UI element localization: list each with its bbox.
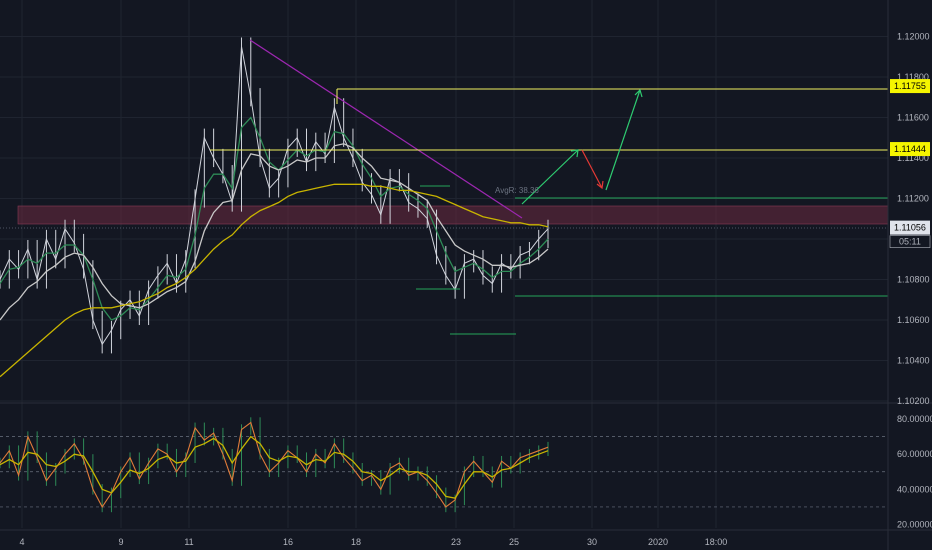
price-series-line [0, 46, 549, 346]
projection-arrow-up-1-head [570, 149, 579, 158]
osc-tick-label: 60.00000 [897, 449, 932, 459]
price-tags: 1.11755 1.11444 1.11056 05:11 [889, 79, 931, 248]
time-tick-label: 25 [509, 537, 519, 547]
ma-yellow-line [0, 183, 549, 378]
projection-arrow-up-1 [521, 149, 579, 205]
time-tick-label: 16 [283, 537, 293, 547]
oscillator-pane [0, 417, 549, 513]
projection-arrow-up-2 [605, 89, 641, 191]
price-tick-label: 1.12000 [897, 31, 930, 41]
time-tick-label: 9 [118, 537, 123, 547]
price-pane [0, 37, 549, 378]
price-tick-label: 1.10800 [897, 274, 930, 284]
price-tag-label: 1.11444 [894, 144, 926, 154]
osc-tick-label: 20.00000 [897, 519, 932, 529]
axes: 1.12000 1.11800 1.11600 1.11400 1.11200 1.110… [19, 31, 932, 547]
time-tick-label: 30 [587, 537, 597, 547]
price-tag-label: 1.11755 [894, 81, 926, 91]
projection-arrow-up-2-head [634, 88, 643, 98]
faint-annotation: AvgR: 38.36 [495, 186, 539, 195]
time-tick-label: 11 [184, 537, 193, 547]
osc-tick-label: 80.00000 [897, 414, 932, 424]
countdown-box [889, 235, 931, 248]
time-tick-label: 18:00 [705, 537, 728, 547]
price-tick-label: 1.11800 [897, 72, 929, 82]
resistance-zone [17, 205, 889, 225]
price-tick-label: 1.10600 [897, 315, 930, 325]
price-tag-label: 1.11056 [894, 223, 926, 233]
projection-arrow-down-head [596, 180, 604, 190]
projection-arrow-down [581, 149, 603, 189]
price-tick-label: 1.11600 [897, 112, 929, 122]
price-tick-label: 1.11200 [897, 193, 929, 203]
ema-fast-line [0, 116, 549, 321]
price-tag-box [890, 142, 930, 157]
price-tag-box [890, 79, 930, 94]
ma-white-line [0, 143, 549, 321]
time-tick-label: 4 [19, 537, 24, 547]
time-tick-label: 18 [351, 537, 361, 547]
countdown-label: 05:11 [899, 237, 921, 247]
price-tick-label: 1.11400 [897, 153, 929, 163]
price-tag-box [890, 220, 930, 235]
time-tick-label: 23 [451, 537, 461, 547]
price-tick-label: 1.10400 [897, 355, 930, 365]
time-tick-label: 2020 [648, 537, 668, 547]
osc-signal-line [0, 435, 549, 499]
price-tick-label: 1.10200 [897, 396, 930, 406]
descending-trendline [249, 39, 523, 219]
osc-tick-label: 40.00000 [897, 484, 932, 494]
